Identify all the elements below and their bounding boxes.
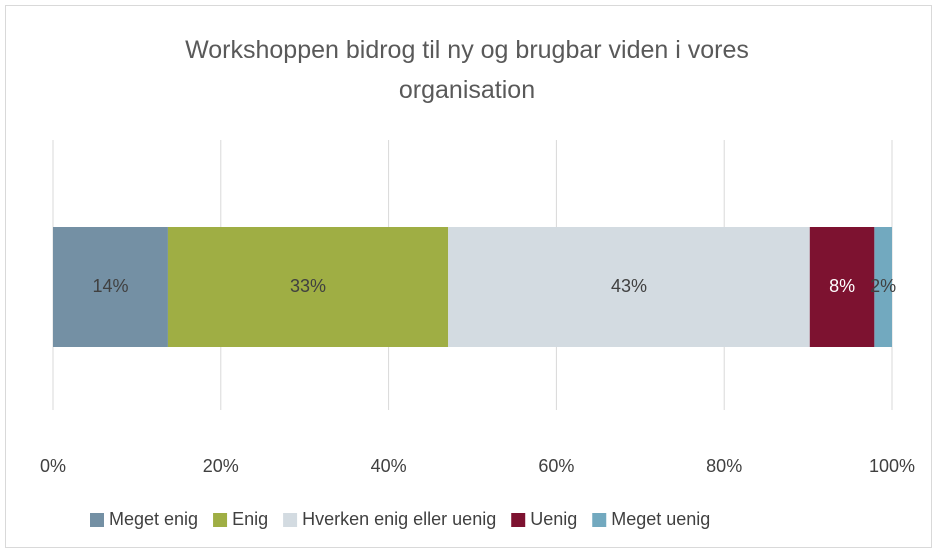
x-tick-label: 40% xyxy=(371,456,407,476)
legend-swatch xyxy=(213,513,228,527)
bar-segment xyxy=(874,227,892,347)
bar-segment xyxy=(448,227,810,347)
bar-segment xyxy=(167,227,449,347)
legend-swatch xyxy=(511,513,526,527)
legend-swatch xyxy=(283,513,298,527)
legend-swatch xyxy=(90,513,104,527)
x-tick-label: 100% xyxy=(869,456,915,476)
chart-title: Workshoppen bidrog til ny og brugbar vid… xyxy=(185,36,749,104)
data-label: 43% xyxy=(611,276,647,296)
x-tick-label: 80% xyxy=(706,456,742,476)
x-tick-label: 0% xyxy=(40,456,66,476)
legend-label: Meget uenig xyxy=(611,509,710,529)
x-tick-label: 20% xyxy=(203,456,239,476)
legend-swatch xyxy=(592,513,607,527)
data-label: 14% xyxy=(92,276,128,296)
legend-label: Hverken enig eller uenig xyxy=(302,509,496,529)
legend-label: Meget enig xyxy=(109,509,198,529)
data-label: 8% xyxy=(829,276,855,296)
bar-segment xyxy=(53,227,168,347)
legend-label: Enig xyxy=(232,509,268,529)
data-label: 2% xyxy=(870,276,896,296)
bar-segment xyxy=(809,227,875,347)
legend-label: Uenig xyxy=(530,509,577,529)
data-label: 33% xyxy=(290,276,326,296)
x-tick-label: 60% xyxy=(538,456,574,476)
